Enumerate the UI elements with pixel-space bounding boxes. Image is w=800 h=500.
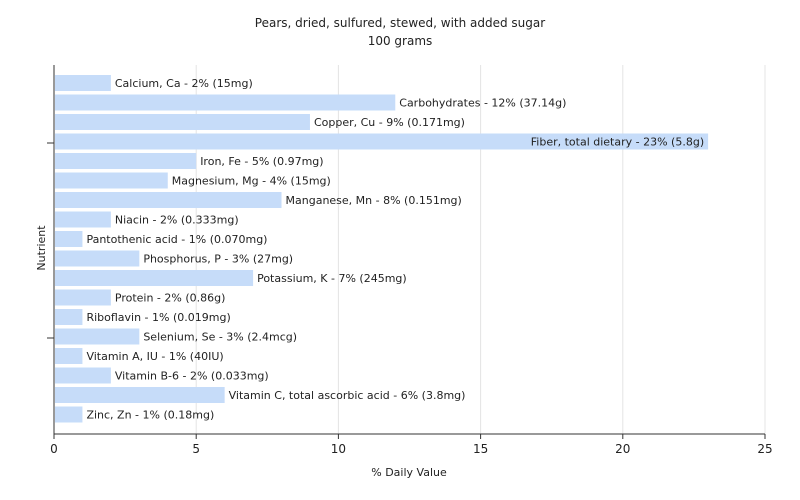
bar-label: Magnesium, Mg - 4% (15mg) xyxy=(172,175,331,188)
bar xyxy=(55,133,709,150)
bar xyxy=(55,94,396,111)
bar-label: Manganese, Mn - 8% (0.151mg) xyxy=(286,194,462,207)
bar xyxy=(55,75,111,91)
bar xyxy=(55,231,83,247)
x-tick-label: 0 xyxy=(50,442,58,456)
bar-label: Vitamin B-6 - 2% (0.033mg) xyxy=(115,370,269,383)
bar xyxy=(55,172,168,189)
bar-label: Vitamin A, IU - 1% (40IU) xyxy=(86,350,223,363)
bar-label: Protein - 2% (0.86g) xyxy=(115,292,226,305)
bar-label: Riboflavin - 1% (0.019mg) xyxy=(86,311,230,324)
bar-label: Potassium, K - 7% (245mg) xyxy=(257,272,407,285)
bar-label: Iron, Fe - 5% (0.97mg) xyxy=(200,155,323,168)
bar xyxy=(55,367,111,384)
bar-label: Calcium, Ca - 2% (15mg) xyxy=(115,77,253,90)
bar xyxy=(55,328,140,345)
bars-group: Calcium, Ca - 2% (15mg) Carbohydrates - 1… xyxy=(55,75,709,423)
bar xyxy=(55,387,225,403)
bar-label: Pantothenic acid - 1% (0.070mg) xyxy=(86,233,267,246)
axes-group xyxy=(47,65,765,435)
bar xyxy=(55,114,310,130)
bar xyxy=(55,250,140,267)
x-tick-label: 15 xyxy=(473,442,488,456)
bar xyxy=(55,309,83,325)
x-tick-label: 10 xyxy=(331,442,346,456)
bar xyxy=(55,348,83,364)
x-tick-label: 25 xyxy=(757,442,772,456)
grid-lines xyxy=(195,65,766,434)
bar xyxy=(55,192,282,208)
bar-label: Carbohydrates - 12% (37.14g) xyxy=(399,97,566,110)
bar-label: Copper, Cu - 9% (0.171mg) xyxy=(314,116,465,129)
bar-label: Phosphorus, P - 3% (27mg) xyxy=(143,253,293,266)
bar xyxy=(55,406,83,423)
bar-label: Fiber, total dietary - 23% (5.8g) xyxy=(531,136,704,149)
bar xyxy=(55,211,111,228)
x-ticks-group: 0 5 10 15 20 25 xyxy=(50,434,773,456)
bar-label: Zinc, Zn - 1% (0.18mg) xyxy=(86,409,214,422)
x-tick-label: 5 xyxy=(192,442,200,456)
bar-label: Vitamin C, total ascorbic acid - 6% (3.8… xyxy=(229,389,466,402)
bar-label: Niacin - 2% (0.333mg) xyxy=(115,214,239,227)
x-axis-label: % Daily Value xyxy=(371,466,447,479)
bar-label: Selenium, Se - 3% (2.4mcg) xyxy=(143,331,297,344)
y-axis-label: Nutrient xyxy=(35,225,48,271)
chart-subtitle: 100 grams xyxy=(368,34,433,48)
bar xyxy=(55,153,197,169)
bar xyxy=(55,289,111,306)
x-tick-label: 20 xyxy=(615,442,630,456)
chart-title: Pears, dried, sulfured, stewed, with add… xyxy=(255,16,545,30)
bar xyxy=(55,270,254,286)
